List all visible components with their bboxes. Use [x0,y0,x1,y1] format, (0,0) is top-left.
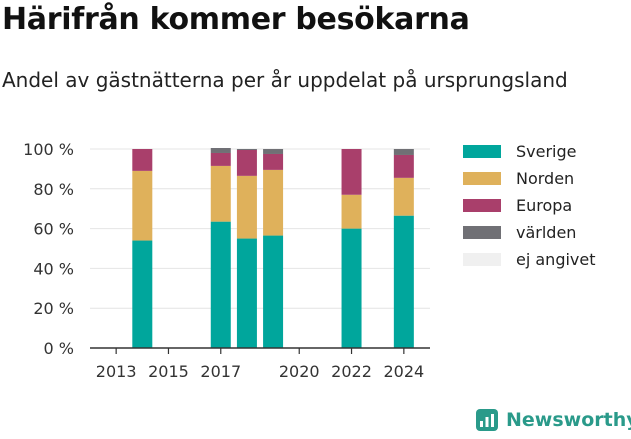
bar-segment [132,170,153,241]
chart-title: Härifrån kommer besökarna [2,2,470,37]
y-tick-label: 80 % [33,180,74,199]
brand-name: Newsworthy [506,409,631,431]
y-tick-label: 100 % [23,140,74,159]
x-tick-label: 2015 [148,362,189,381]
legend-swatch [463,226,501,239]
bar-segment [210,221,231,348]
x-tick-label: 2020 [279,362,320,381]
legend-item: Sverige [463,138,596,165]
legend-label: ej angivet [516,250,596,269]
bar-segment [236,238,257,348]
bar-segment [263,149,284,154]
bar-segment [263,235,284,348]
legend-item: Norden [463,165,596,192]
legend-item: världen [463,219,596,246]
x-tick-label: 2022 [331,362,372,381]
newsworthy-chart-logo-icon [476,409,498,431]
bar-segment [393,149,414,155]
chart-subtitle: Andel av gästnätterna per år uppdelat på… [2,68,568,92]
bar-segment [236,149,257,176]
bar-segment [263,153,284,170]
axes: 0 % 20 % 40 % 60 % 80 % 100 % 2013 2015 2017 2020… [23,140,430,381]
legend-label: världen [516,223,577,242]
x-tick-label: 2013 [96,362,137,381]
bar-segment [393,154,414,178]
y-tick-label: 20 % [33,299,74,318]
bars [132,148,414,348]
legend-label: Norden [516,169,575,188]
bar-segment [263,169,284,236]
chart-legend: Sverige Norden Europa världen ej angivet [463,138,596,273]
bar-segment [210,165,231,222]
bar-segment [236,175,257,239]
bar-segment [393,177,414,216]
bar-segment [236,149,257,150]
bar-segment [132,240,153,348]
x-tick-label: 2017 [200,362,241,381]
legend-swatch [463,199,501,212]
bar-segment [341,228,362,348]
bar-segment [132,149,153,171]
legend-swatch [463,172,501,185]
legend-swatch [463,145,501,158]
legend-item: ej angivet [463,246,596,273]
y-tick-label: 60 % [33,220,74,239]
legend-swatch [463,253,501,266]
bar-segment [341,149,362,195]
legend-label: Europa [516,196,573,215]
bar-segment [210,152,231,166]
y-tick-label: 40 % [33,259,74,278]
legend-item: Europa [463,192,596,219]
bar-segment [341,194,362,229]
y-tick-label: 0 % [44,339,74,358]
x-tick-label: 2024 [383,362,424,381]
legend-label: Sverige [516,142,577,161]
bar-segment [393,215,414,348]
brand-logo: Newsworthy [476,409,631,431]
bar-segment [210,148,231,153]
